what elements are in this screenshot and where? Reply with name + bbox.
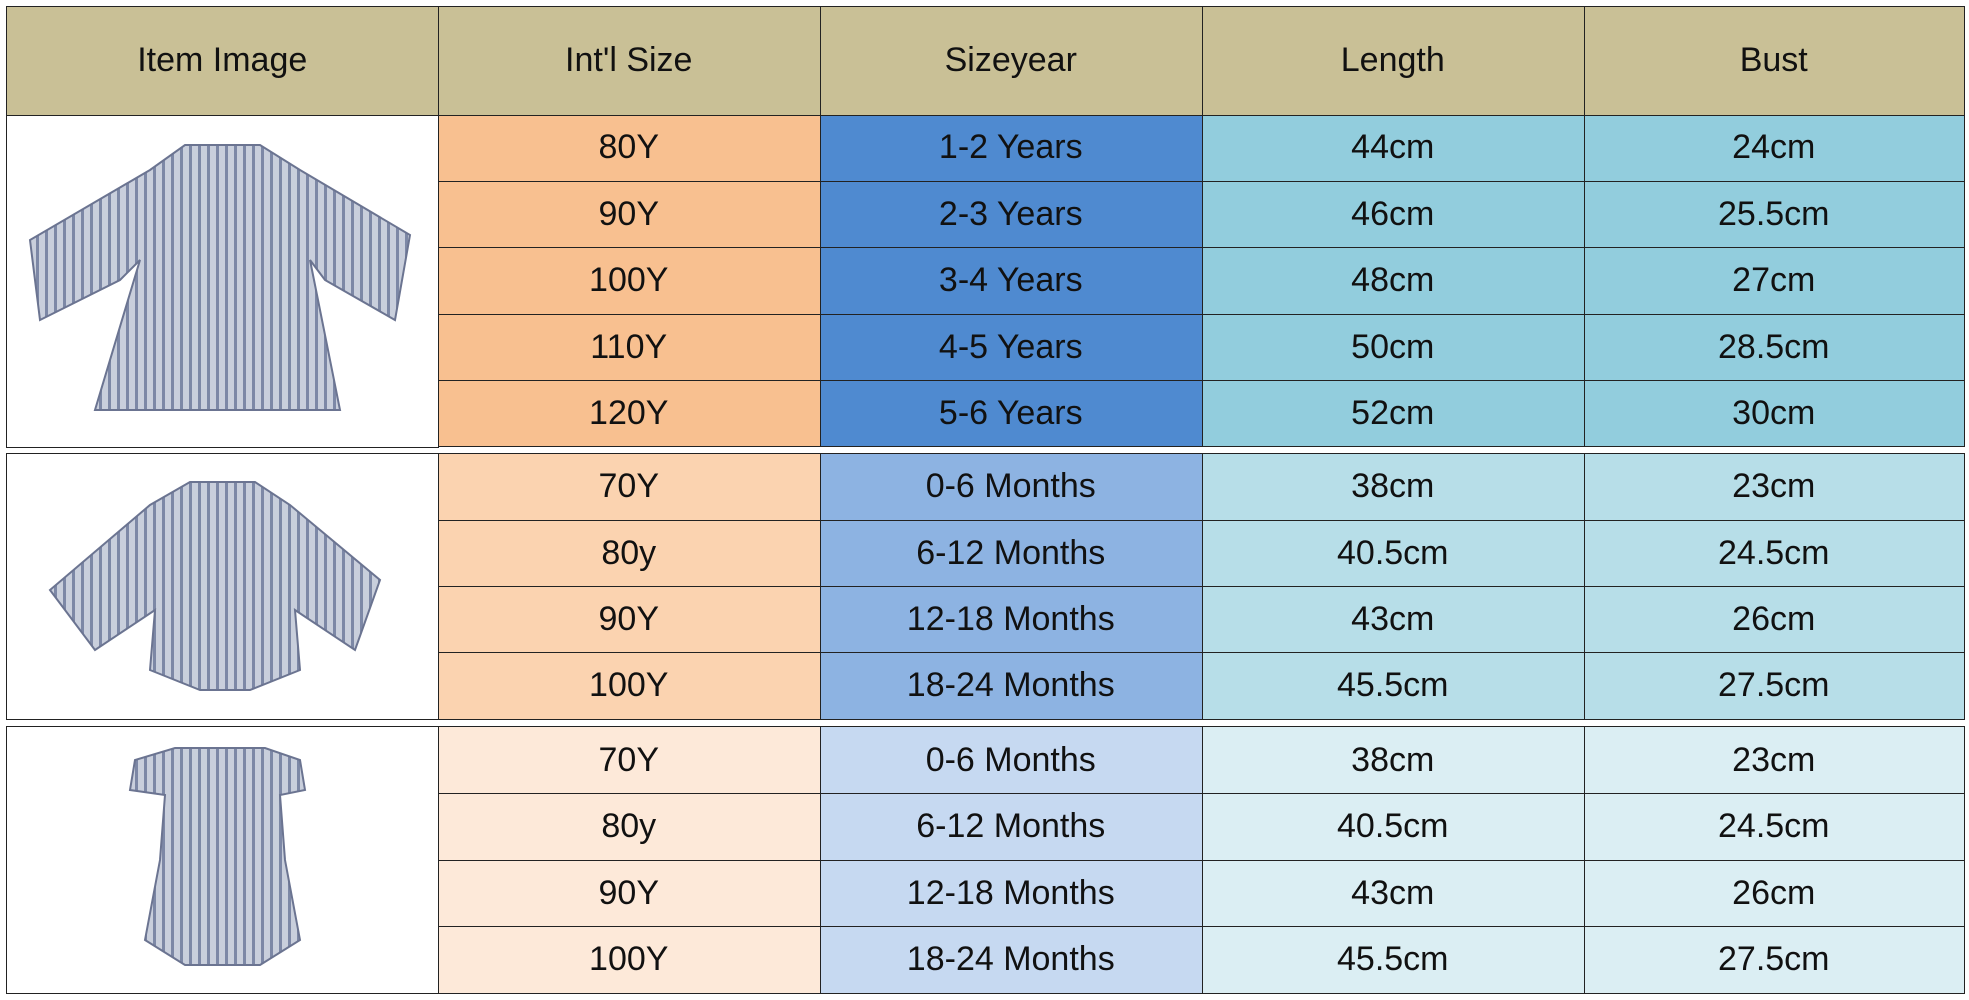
header-cell: Length: [1201, 6, 1585, 116]
table-cell: 90Y: [437, 859, 821, 927]
table-cell: 70Y: [437, 453, 821, 521]
table-cell: 24.5cm: [1583, 519, 1965, 587]
table-cell: 0-6 Months: [819, 453, 1203, 521]
table-cell: 90Y: [437, 585, 821, 654]
header-cell: Item Image: [6, 6, 439, 116]
table-cell: 6-12 Months: [819, 519, 1203, 587]
romper-image: [128, 747, 307, 966]
table-cell: 1-2 Years: [819, 114, 1203, 182]
table-cell: 46cm: [1201, 180, 1585, 249]
table-cell: 23cm: [1583, 453, 1965, 521]
header-cell: Sizeyear: [819, 6, 1203, 116]
table-cell: 6-12 Months: [819, 792, 1203, 861]
romper-image: [48, 481, 382, 691]
table-cell: 18-24 Months: [819, 651, 1203, 720]
table-cell: 100Y: [437, 246, 821, 315]
table-cell: 28.5cm: [1583, 313, 1965, 382]
table-cell: 0-6 Months: [819, 726, 1203, 794]
table-cell: 5-6 Years: [819, 379, 1203, 448]
table-cell: 18-24 Months: [819, 925, 1203, 994]
table-cell: 27cm: [1583, 246, 1965, 315]
table-cell: 26cm: [1583, 585, 1965, 654]
table-cell: 4-5 Years: [819, 313, 1203, 382]
table-cell: 100Y: [437, 925, 821, 994]
table-cell: 24.5cm: [1583, 792, 1965, 861]
table-cell: 12-18 Months: [819, 859, 1203, 927]
table-cell: 45.5cm: [1201, 651, 1585, 720]
table-cell: 43cm: [1201, 859, 1585, 927]
table-cell: 40.5cm: [1201, 792, 1585, 861]
table-cell: 45.5cm: [1201, 925, 1585, 994]
table-cell: 27.5cm: [1583, 925, 1965, 994]
dress-image: [28, 144, 412, 411]
table-cell: 38cm: [1201, 453, 1585, 521]
table-cell: 80y: [437, 792, 821, 861]
table-cell: 30cm: [1583, 379, 1965, 448]
header-cell: Bust: [1583, 6, 1965, 116]
table-cell: 90Y: [437, 180, 821, 249]
table-cell: 27.5cm: [1583, 651, 1965, 720]
table-cell: 2-3 Years: [819, 180, 1203, 249]
table-cell: 44cm: [1201, 114, 1585, 182]
table-cell: 110Y: [437, 313, 821, 382]
table-cell: 48cm: [1201, 246, 1585, 315]
table-cell: 23cm: [1583, 726, 1965, 794]
table-cell: 38cm: [1201, 726, 1585, 794]
header-cell: Int'l Size: [437, 6, 821, 116]
table-cell: 70Y: [437, 726, 821, 794]
table-cell: 26cm: [1583, 859, 1965, 927]
table-cell: 24cm: [1583, 114, 1965, 182]
table-cell: 50cm: [1201, 313, 1585, 382]
table-cell: 12-18 Months: [819, 585, 1203, 654]
table-cell: 3-4 Years: [819, 246, 1203, 315]
